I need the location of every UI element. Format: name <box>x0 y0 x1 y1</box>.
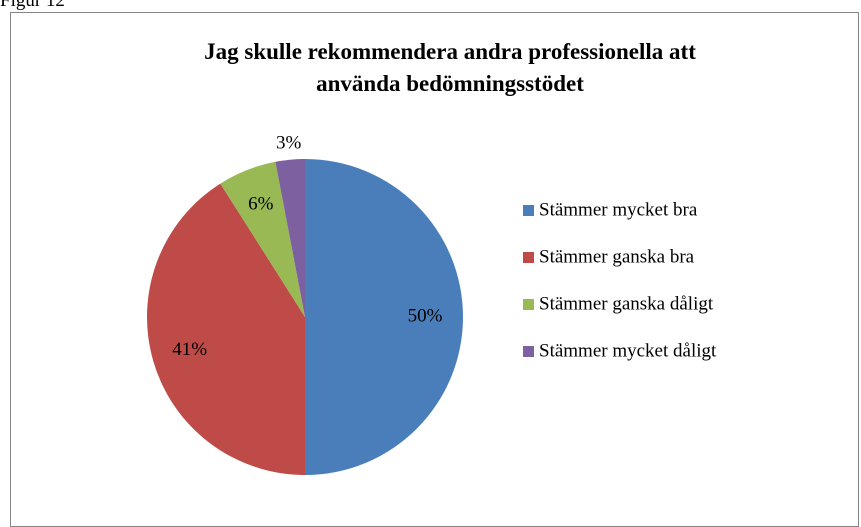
legend-label: Stämmer mycket bra <box>539 199 698 220</box>
data-label: 3% <box>276 132 302 153</box>
legend-swatch <box>523 299 534 310</box>
data-label: 41% <box>172 339 207 360</box>
pie-slice <box>275 159 305 317</box>
data-label: 6% <box>248 194 274 215</box>
figure-label: Figur 12 <box>0 0 65 11</box>
legend-label: Stämmer ganska bra <box>539 246 695 267</box>
legend-swatch <box>523 346 534 357</box>
pie-slice <box>220 161 305 317</box>
legend-label: Stämmer ganska dåligt <box>539 293 714 314</box>
data-label: 50% <box>408 305 443 326</box>
pie-slice <box>146 183 305 475</box>
chart-title: Jag skulle rekommendera andra profession… <box>204 39 696 96</box>
legend-label: Stämmer mycket dåligt <box>539 340 717 361</box>
pie-slice <box>305 159 463 475</box>
legend-swatch <box>523 252 534 263</box>
legend-swatch <box>523 205 534 216</box>
